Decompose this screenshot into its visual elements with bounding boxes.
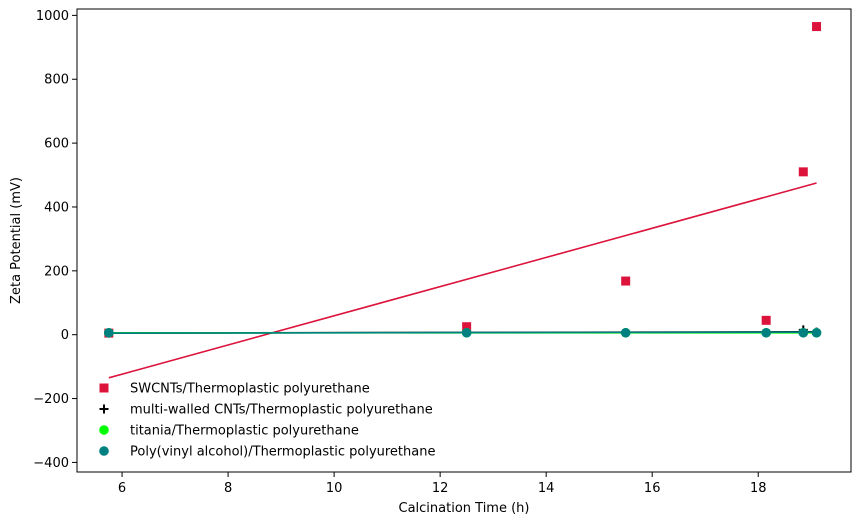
data-point-series-3	[461, 327, 472, 338]
data-points	[104, 22, 822, 338]
legend-item: multi-walled CNTs/Thermoplastic polyuret…	[99, 403, 433, 418]
y-axis-ticks: −400 −200 0 200 400 600 800 1000	[33, 9, 77, 471]
data-point-series-0	[798, 167, 808, 177]
data-point-series-3	[811, 327, 822, 338]
data-point-series-3	[104, 327, 114, 338]
trend-line-series-0	[108, 182, 817, 379]
y-tick-label: 1000	[36, 9, 69, 24]
data-point-series-3	[798, 327, 809, 338]
legend-label: Poly(vinyl alcohol)/Thermoplastic polyur…	[130, 445, 435, 460]
y-tick-label: −200	[33, 392, 69, 407]
y-tick-label: 0	[61, 328, 69, 343]
x-tick-label: 18	[750, 481, 767, 496]
legend-item: Poly(vinyl alcohol)/Thermoplastic polyur…	[99, 445, 435, 460]
x-tick-label: 10	[326, 481, 343, 496]
y-tick-label: 200	[44, 264, 69, 279]
legend-marker	[99, 425, 109, 435]
y-tick-label: 800	[44, 73, 69, 88]
data-point-series-3	[620, 327, 631, 338]
legend-label: SWCNTs/Thermoplastic polyurethane	[130, 382, 370, 397]
x-tick-label: 6	[118, 481, 126, 496]
data-point-series-0	[621, 276, 631, 286]
legend-item: SWCNTs/Thermoplastic polyurethane	[99, 382, 370, 397]
y-tick-label: 400	[44, 200, 69, 215]
data-point-series-3	[761, 327, 771, 338]
legend-marker	[99, 404, 109, 414]
data-point-series-0	[761, 315, 771, 325]
legend-marker	[99, 383, 109, 393]
y-tick-label: 600	[44, 137, 69, 152]
x-axis-ticks: 6 8 10 12 14 16 18	[118, 472, 767, 496]
y-tick-label: −400	[33, 456, 69, 471]
legend-item: titania/Thermoplastic polyurethane	[99, 424, 359, 439]
legend: SWCNTs/Thermoplastic polyurethane multi-w…	[99, 382, 435, 460]
legend-label: titania/Thermoplastic polyurethane	[130, 424, 359, 439]
data-point-series-0	[462, 322, 472, 332]
x-tick-label: 8	[224, 481, 232, 496]
x-tick-label: 16	[644, 481, 661, 496]
trend-lines	[108, 182, 817, 379]
x-axis-title: Calcination Time (h)	[399, 501, 530, 516]
data-point-series-0	[812, 22, 822, 32]
plot-frame	[76, 8, 852, 473]
x-tick-label: 14	[538, 481, 555, 496]
legend-label: multi-walled CNTs/Thermoplastic polyuret…	[130, 403, 433, 418]
legend-marker	[99, 446, 109, 456]
x-tick-label: 12	[432, 481, 449, 496]
y-axis-title: Zeta Potential (mV)	[9, 177, 24, 304]
